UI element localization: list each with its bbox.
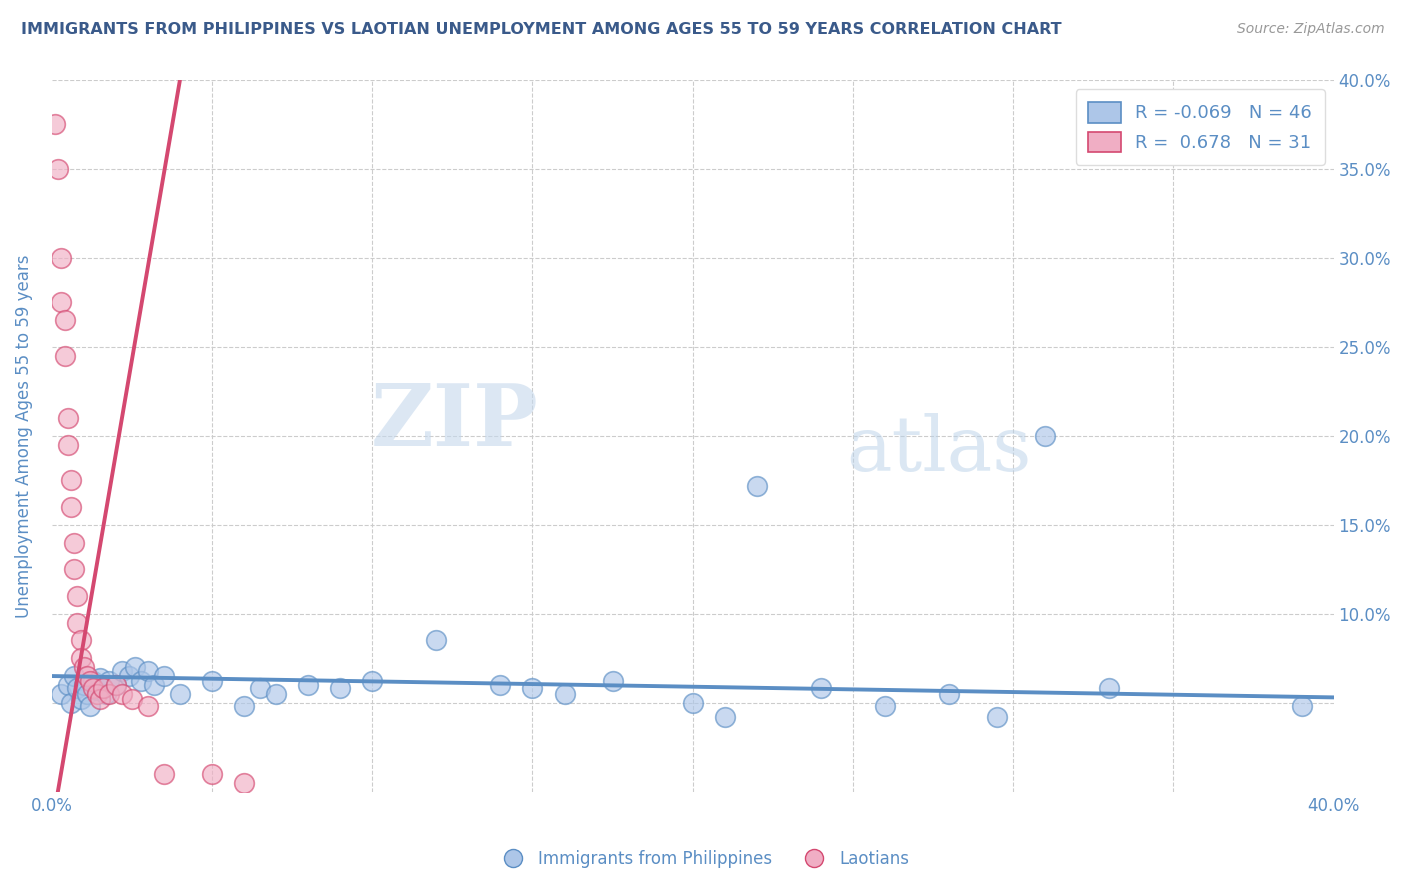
- Point: [136, 699, 159, 714]
- Point: [51, 687, 73, 701]
- Text: IMMIGRANTS FROM PHILIPPINES VS LAOTIAN UNEMPLOYMENT AMONG AGES 55 TO 59 YEARS CO: IMMIGRANTS FROM PHILIPPINES VS LAOTIAN U…: [21, 22, 1062, 37]
- Point: [98, 687, 121, 701]
- Point: [79, 699, 101, 714]
- Point: [89, 671, 111, 685]
- Point: [361, 674, 384, 689]
- Point: [873, 699, 896, 714]
- Point: [104, 678, 127, 692]
- Text: ZIP: ZIP: [371, 380, 538, 464]
- Point: [46, 161, 69, 176]
- Point: [131, 674, 153, 689]
- Point: [169, 687, 191, 701]
- Text: atlas: atlas: [846, 413, 1032, 487]
- Point: [86, 687, 108, 701]
- Point: [1033, 429, 1056, 443]
- Point: [76, 669, 98, 683]
- Point: [56, 438, 79, 452]
- Point: [91, 681, 114, 696]
- Point: [63, 669, 86, 683]
- Point: [69, 651, 91, 665]
- Y-axis label: Unemployment Among Ages 55 to 59 years: Unemployment Among Ages 55 to 59 years: [15, 254, 32, 617]
- Point: [153, 767, 176, 781]
- Point: [73, 660, 96, 674]
- Point: [111, 664, 134, 678]
- Point: [522, 681, 544, 696]
- Point: [96, 687, 118, 701]
- Point: [76, 687, 98, 701]
- Point: [59, 473, 82, 487]
- Legend: Immigrants from Philippines, Laotians: Immigrants from Philippines, Laotians: [491, 844, 915, 875]
- Point: [602, 674, 624, 689]
- Point: [73, 678, 96, 692]
- Point: [425, 633, 447, 648]
- Point: [59, 696, 82, 710]
- Point: [53, 349, 76, 363]
- Point: [745, 478, 768, 492]
- Point: [82, 681, 104, 696]
- Point: [136, 664, 159, 678]
- Point: [53, 313, 76, 327]
- Point: [233, 699, 256, 714]
- Point: [69, 692, 91, 706]
- Point: [82, 674, 104, 689]
- Point: [86, 683, 108, 698]
- Point: [329, 681, 352, 696]
- Point: [44, 118, 66, 132]
- Legend: R = -0.069   N = 46, R =  0.678   N = 31: R = -0.069 N = 46, R = 0.678 N = 31: [1076, 89, 1324, 165]
- Point: [553, 687, 575, 701]
- Point: [66, 681, 89, 696]
- Point: [89, 692, 111, 706]
- Point: [201, 767, 224, 781]
- Point: [63, 535, 86, 549]
- Point: [91, 681, 114, 696]
- Point: [143, 678, 166, 692]
- Point: [264, 687, 287, 701]
- Point: [69, 633, 91, 648]
- Point: [810, 681, 832, 696]
- Point: [121, 692, 143, 706]
- Point: [79, 674, 101, 689]
- Point: [56, 678, 79, 692]
- Point: [51, 295, 73, 310]
- Point: [713, 710, 735, 724]
- Point: [59, 500, 82, 514]
- Point: [986, 710, 1008, 724]
- Point: [682, 696, 704, 710]
- Point: [111, 687, 134, 701]
- Point: [297, 678, 319, 692]
- Point: [249, 681, 271, 696]
- Point: [104, 678, 127, 692]
- Point: [56, 411, 79, 425]
- Point: [153, 669, 176, 683]
- Point: [938, 687, 960, 701]
- Text: Source: ZipAtlas.com: Source: ZipAtlas.com: [1237, 22, 1385, 37]
- Point: [51, 251, 73, 265]
- Point: [63, 562, 86, 576]
- Point: [1098, 681, 1121, 696]
- Point: [98, 674, 121, 689]
- Point: [233, 776, 256, 790]
- Point: [201, 674, 224, 689]
- Point: [118, 669, 141, 683]
- Point: [66, 589, 89, 603]
- Point: [489, 678, 512, 692]
- Point: [1291, 699, 1313, 714]
- Point: [66, 615, 89, 630]
- Point: [124, 660, 146, 674]
